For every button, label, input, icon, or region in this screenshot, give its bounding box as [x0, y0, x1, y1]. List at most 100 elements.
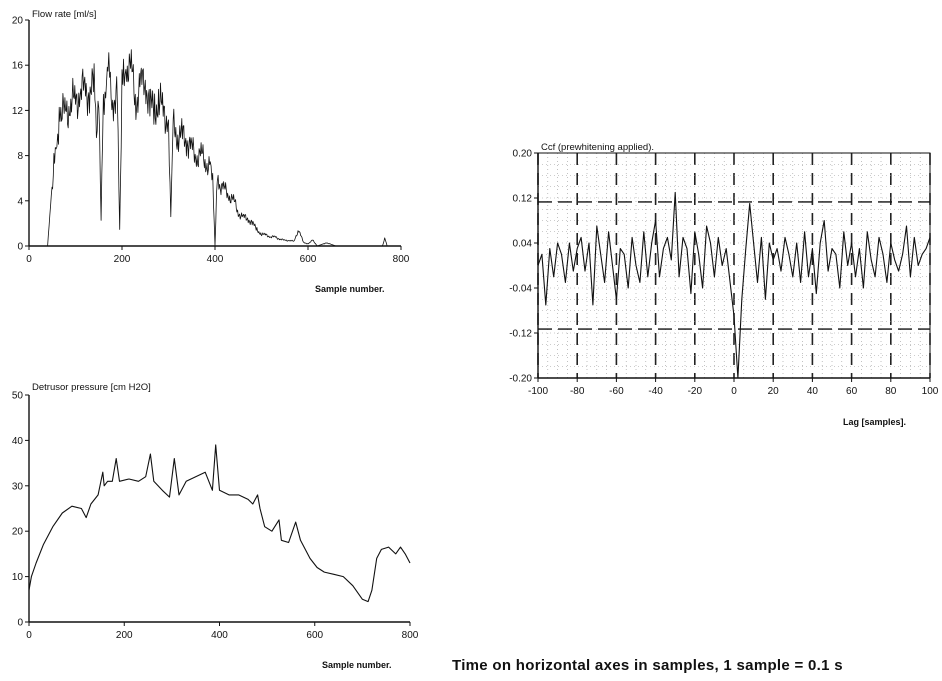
data-point: [154, 104, 155, 105]
data-point: [816, 293, 817, 294]
data-point: [722, 265, 723, 266]
data-point: [565, 282, 566, 283]
data-point: [89, 93, 90, 94]
x-tick-label: 600: [306, 630, 323, 641]
data-point: [210, 166, 211, 167]
x-tick-label: -100: [528, 386, 548, 397]
x-axis-label: Sample number.: [322, 660, 392, 670]
data-point: [702, 287, 703, 288]
data-point: [212, 490, 213, 491]
data-point: [400, 546, 401, 547]
data-point: [47, 245, 48, 246]
data-point: [729, 282, 730, 283]
data-point: [769, 242, 770, 243]
data-point: [219, 490, 220, 491]
data-point: [303, 242, 304, 243]
ccf-chart: -100 -80 -60 -40 -20 0 20 40 60 80 100 -0.20 -0.12 -0…: [509, 142, 939, 427]
x-tick-label: -80: [570, 386, 585, 397]
data-point: [150, 453, 151, 454]
data-point: [215, 444, 216, 445]
y-tick-label: 16: [12, 61, 24, 72]
data-point: [761, 237, 762, 238]
data-point: [217, 178, 218, 179]
data-point: [367, 601, 368, 602]
data-point: [59, 127, 60, 128]
data-point: [867, 231, 868, 232]
data-point: [354, 245, 355, 246]
data-point: [808, 276, 809, 277]
data-point: [52, 526, 53, 527]
data-point: [238, 494, 239, 495]
data-point: [257, 494, 258, 495]
data-point: [145, 476, 146, 477]
y-tick-label: -0.12: [509, 329, 532, 340]
data-point: [335, 245, 336, 246]
data-point: [839, 287, 840, 288]
data-point: [233, 200, 234, 201]
data-point: [343, 576, 344, 577]
data-point: [70, 104, 71, 105]
data-point: [300, 540, 301, 541]
data-point: [855, 276, 856, 277]
data-point: [317, 245, 318, 246]
data-point: [812, 248, 813, 249]
y-tick-label: 20: [12, 527, 24, 538]
chart-title: Ccf (prewhitening applied).: [541, 142, 654, 153]
data-point: [326, 242, 327, 243]
x-axis-label: Sample number.: [315, 284, 385, 294]
flow-rate-chart: 0 200 400 600 800 0 4 8 12 16 20 Flow rate [ml/s] Sa…: [12, 9, 410, 294]
data-point: [376, 558, 377, 559]
data-point: [131, 70, 132, 71]
data-point: [777, 248, 778, 249]
data-point: [616, 299, 617, 300]
data-point: [824, 220, 825, 221]
data-point: [663, 248, 664, 249]
data-point: [784, 237, 785, 238]
data-point: [317, 567, 318, 568]
data-point: [86, 517, 87, 518]
data-point: [352, 585, 353, 586]
data-point: [121, 87, 122, 88]
data-point: [718, 237, 719, 238]
data-point: [119, 228, 120, 229]
data-point: [894, 259, 895, 260]
data-point: [831, 248, 832, 249]
data-point: [706, 226, 707, 227]
data-point: [182, 138, 183, 139]
data-point: [28, 590, 29, 591]
data-point: [780, 271, 781, 272]
data-point: [196, 155, 197, 156]
data-point: [307, 243, 308, 244]
series-line: [28, 444, 411, 603]
data-point: [800, 282, 801, 283]
data-point: [205, 472, 206, 473]
x-tick-label: 600: [300, 254, 317, 265]
data-point: [827, 271, 828, 272]
data-point: [116, 458, 117, 459]
data-point: [112, 481, 113, 482]
data-point: [898, 271, 899, 272]
data-point: [671, 259, 672, 260]
data-point: [659, 276, 660, 277]
data-point: [914, 237, 915, 238]
y-tick-label: 0.20: [513, 149, 533, 160]
data-point: [97, 494, 98, 495]
data-point: [910, 276, 911, 277]
data-point: [577, 248, 578, 249]
data-point: [275, 236, 276, 237]
data-point: [107, 76, 108, 77]
data-point: [902, 254, 903, 255]
data-point: [289, 240, 290, 241]
data-point: [124, 76, 125, 77]
data-point: [847, 265, 848, 266]
data-point: [686, 248, 687, 249]
chart-title: Flow rate [ml/s]: [32, 9, 96, 20]
x-tick-label: 40: [807, 386, 819, 397]
data-point: [737, 377, 738, 378]
data-point: [298, 228, 299, 229]
data-point: [382, 245, 383, 246]
data-point: [252, 223, 253, 224]
data-point: [773, 259, 774, 260]
data-point: [871, 259, 872, 260]
